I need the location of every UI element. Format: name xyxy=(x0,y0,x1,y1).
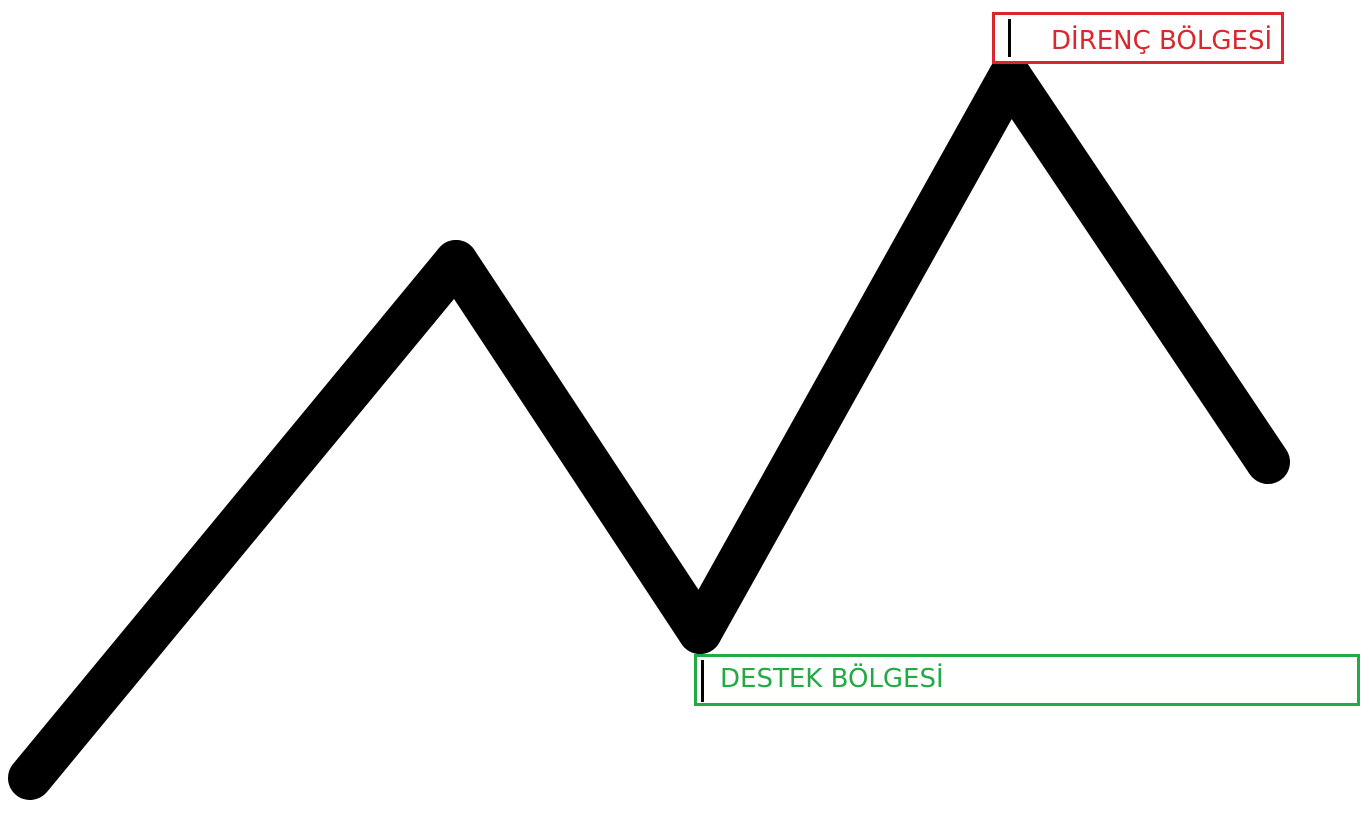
trough-marker xyxy=(678,610,722,654)
resistance-marker-bar xyxy=(1008,19,1011,57)
support-zone-label: DESTEK BÖLGESİ xyxy=(720,664,944,694)
resistance-zone-box: DİRENÇ BÖLGESİ xyxy=(992,12,1284,64)
resistance-zone-label: DİRENÇ BÖLGESİ xyxy=(1051,26,1273,56)
peak-marker-left xyxy=(434,240,478,284)
peak-marker-right xyxy=(988,55,1032,99)
support-zone-box: DESTEK BÖLGESİ xyxy=(694,654,1360,706)
support-marker-bar xyxy=(701,660,704,702)
